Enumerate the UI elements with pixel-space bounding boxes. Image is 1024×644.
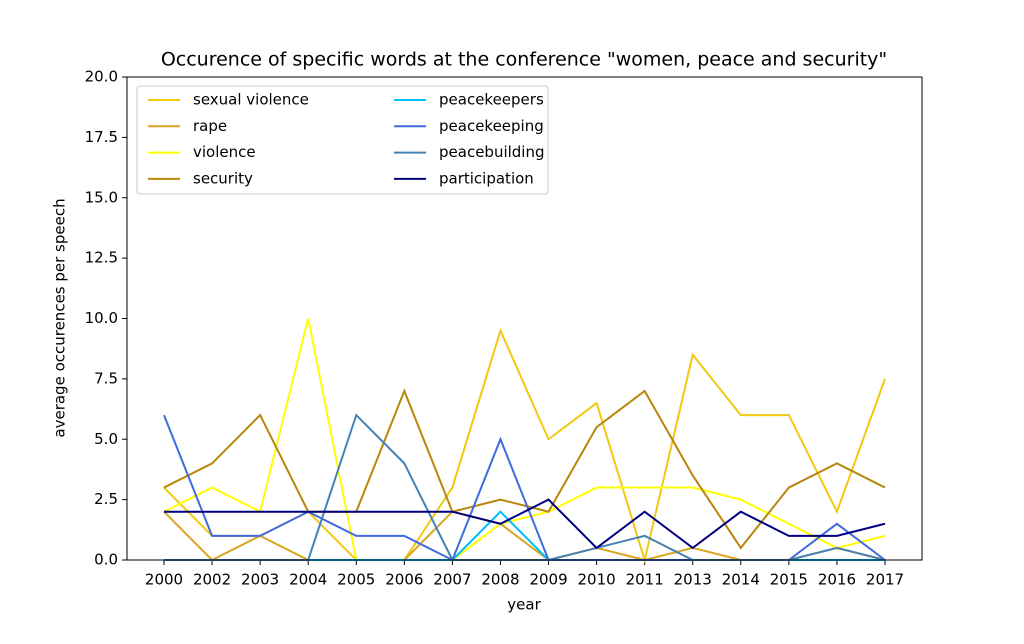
legend-label: peacebuilding — [439, 143, 545, 161]
x-tick-label: 2000 — [145, 571, 183, 589]
x-tick-label: 2008 — [481, 571, 519, 589]
x-tick-label: 2007 — [433, 571, 471, 589]
legend-label: participation — [439, 169, 534, 187]
series-line — [163, 327, 886, 564]
x-tick-label: 2005 — [337, 571, 375, 589]
legend-label: peacekeepers — [439, 91, 544, 109]
x-tick-label: 2014 — [722, 571, 760, 589]
legend-label: security — [193, 169, 253, 187]
x-tick-label: 2016 — [818, 571, 856, 589]
chart-title: Occurence of specific words at the confe… — [161, 49, 887, 71]
legend-box — [136, 85, 549, 195]
y-tick-label: 0.0 — [94, 551, 118, 569]
y-tick-label: 17.5 — [85, 128, 118, 146]
y-tick-label: 15.0 — [85, 188, 118, 206]
y-tick-label: 5.0 — [94, 430, 118, 448]
y-tick-label: 10.0 — [85, 309, 118, 327]
y-axis-label: average occurences per speech — [51, 198, 69, 437]
series-line — [163, 414, 886, 562]
x-tick-label: 2004 — [289, 571, 327, 589]
legend-label: peacekeeping — [439, 117, 544, 135]
legend-label: rape — [193, 117, 227, 135]
legend-label: sexual violence — [193, 91, 309, 109]
x-tick-label: 2011 — [626, 571, 664, 589]
legend-label: violence — [193, 143, 256, 161]
series-line — [163, 318, 886, 561]
x-axis-label: year — [507, 596, 541, 614]
x-tick-label: 2003 — [241, 571, 279, 589]
x-tick-label: 2002 — [193, 571, 231, 589]
y-tick-label: 12.5 — [85, 249, 118, 267]
series-line — [164, 510, 885, 561]
x-tick-label: 2015 — [770, 571, 808, 589]
series-line — [164, 413, 886, 561]
x-tick-label: 2010 — [578, 571, 616, 589]
x-tick-label: 2006 — [385, 571, 423, 589]
y-tick-label: 7.5 — [94, 369, 118, 387]
y-tick-label: 2.5 — [94, 490, 118, 508]
x-tick-label: 2013 — [674, 571, 712, 589]
x-tick-label: 2009 — [529, 571, 567, 589]
series-line — [163, 388, 886, 550]
plot-frame — [126, 76, 923, 561]
x-tick-label: 2017 — [866, 571, 904, 589]
series-line — [164, 498, 886, 550]
y-tick-label: 20.0 — [85, 68, 118, 86]
